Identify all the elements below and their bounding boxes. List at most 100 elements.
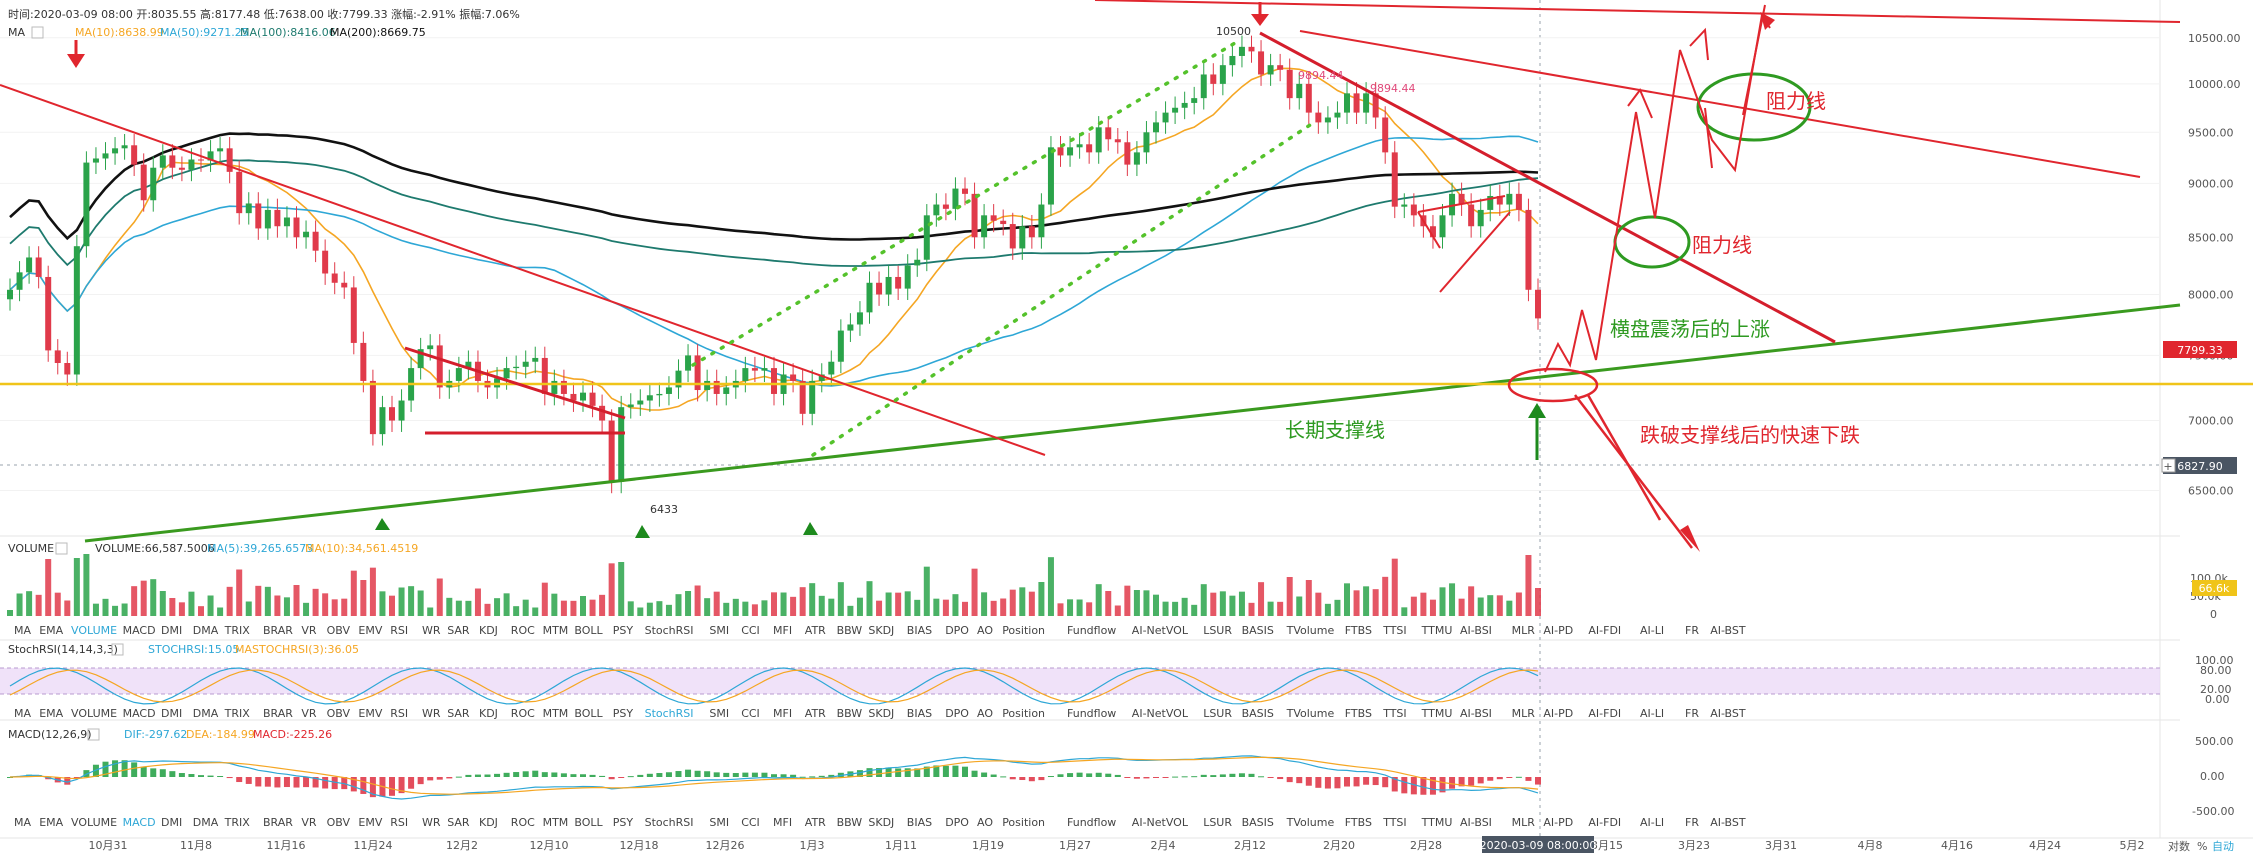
indicator-tab[interactable]: KDJ [479, 624, 498, 637]
indicator-tab[interactable]: WR [422, 816, 441, 829]
indicator-tab[interactable]: Fundflow [1067, 816, 1116, 829]
indicator-tab[interactable]: Position [1002, 624, 1045, 637]
indicator-tab[interactable]: RSI [390, 624, 408, 637]
indicator-tab[interactable]: AI-BSI [1460, 624, 1492, 637]
indicator-tab[interactable]: SAR [447, 816, 470, 829]
indicator-tab[interactable]: AI-PD [1543, 624, 1573, 637]
volume-settings-icon[interactable] [55, 542, 68, 555]
indicator-tab[interactable]: LSUR [1203, 816, 1232, 829]
indicator-tab[interactable]: ROC [511, 624, 535, 637]
indicator-tab[interactable]: DMA [193, 707, 219, 720]
indicator-tab[interactable]: OBV [327, 707, 351, 720]
indicator-tab[interactable]: VR [301, 707, 317, 720]
indicator-tab[interactable]: BASIS [1242, 624, 1274, 637]
indicator-tab[interactable]: AI-FDI [1588, 816, 1621, 829]
indicator-tab[interactable]: EMA [39, 707, 63, 720]
indicator-tab[interactable]: TRIX [224, 816, 251, 829]
indicator-tab[interactable]: DPO [945, 816, 969, 829]
indicator-tab[interactable]: OBV [327, 816, 351, 829]
indicator-tab[interactable]: SAR [447, 707, 470, 720]
indicator-tab[interactable]: MFI [773, 707, 792, 720]
indicator-tab[interactable]: AI-NetVOL [1132, 816, 1189, 829]
indicator-tab[interactable]: FR [1685, 624, 1699, 637]
indicator-tab[interactable]: VOLUME [71, 624, 117, 637]
indicator-tab[interactable]: ROC [511, 816, 535, 829]
indicator-tab[interactable]: ATR [805, 816, 826, 829]
indicator-tab[interactable]: AI-NetVOL [1132, 624, 1189, 637]
indicator-tab[interactable]: TVolume [1286, 707, 1335, 720]
indicator-tab[interactable]: TTSI [1382, 707, 1406, 720]
indicator-tab[interactable]: ATR [805, 707, 826, 720]
indicator-tab[interactable]: StochRSI [645, 816, 694, 829]
indicator-tab[interactable]: PSY [613, 624, 634, 637]
indicator-tab[interactable]: MACD [123, 707, 156, 720]
indicator-tab[interactable]: KDJ [479, 707, 498, 720]
indicator-tab[interactable]: BIAS [907, 707, 932, 720]
indicator-tab[interactable]: BIAS [907, 816, 932, 829]
indicator-tab[interactable]: SAR [447, 624, 470, 637]
indicator-tab[interactable]: MACD [123, 816, 156, 829]
indicator-tab[interactable]: AI-PD [1543, 816, 1573, 829]
indicator-tab[interactable]: TRIX [224, 707, 251, 720]
indicator-tab[interactable]: BOLL [574, 816, 603, 829]
indicator-tab[interactable]: AI-LI [1640, 707, 1664, 720]
indicator-tab[interactable]: MTM [543, 816, 569, 829]
indicator-tab[interactable]: EMV [358, 816, 382, 829]
indicator-tab[interactable]: LSUR [1203, 624, 1232, 637]
indicator-tab[interactable]: BOLL [574, 707, 603, 720]
indicator-tab[interactable]: StochRSI [645, 624, 694, 637]
indicator-tab[interactable]: ROC [511, 707, 535, 720]
indicator-tab[interactable]: BIAS [907, 624, 932, 637]
indicator-tab[interactable]: PSY [613, 816, 634, 829]
indicator-tab[interactable]: DMA [193, 816, 219, 829]
indicator-tab[interactable]: TTSI [1382, 624, 1406, 637]
indicator-tab[interactable]: DMI [161, 707, 182, 720]
indicator-tab[interactable]: StochRSI [645, 707, 694, 720]
indicator-tab[interactable]: TVolume [1286, 624, 1335, 637]
log-scale-toggle[interactable]: 对数 [2168, 839, 2190, 853]
indicator-tab[interactable]: VR [301, 816, 317, 829]
indicator-tab[interactable]: WR [422, 624, 441, 637]
indicator-tab[interactable]: TTSI [1382, 816, 1406, 829]
indicator-tab[interactable]: AI-BST [1710, 707, 1746, 720]
indicator-tab[interactable]: MLR [1512, 816, 1536, 829]
indicator-tab[interactable]: AI-FDI [1588, 624, 1621, 637]
indicator-tab[interactable]: BOLL [574, 624, 603, 637]
indicator-tab[interactable]: CCI [741, 816, 760, 829]
indicator-tab[interactable]: AI-BSI [1460, 816, 1492, 829]
indicator-tab[interactable]: VOLUME [71, 816, 117, 829]
indicator-tab[interactable]: WR [422, 707, 441, 720]
indicator-tab[interactable]: MACD [123, 624, 156, 637]
indicator-tab[interactable]: FTBS [1345, 707, 1372, 720]
indicator-tab[interactable]: SKDJ [868, 816, 894, 829]
indicator-tab[interactable]: MA [14, 816, 31, 829]
indicator-tab[interactable]: LSUR [1203, 707, 1232, 720]
indicator-tab[interactable]: TRIX [224, 624, 251, 637]
indicator-tab[interactable]: VR [301, 624, 317, 637]
add-alert-button[interactable] [2161, 458, 2176, 473]
indicator-tab[interactable]: VOLUME [71, 707, 117, 720]
indicator-tab[interactable]: DPO [945, 624, 969, 637]
indicator-tab[interactable]: BASIS [1242, 707, 1274, 720]
indicator-tab[interactable]: TTMU [1421, 707, 1453, 720]
indicator-tab[interactable]: CCI [741, 707, 760, 720]
indicator-tab[interactable]: TTMU [1421, 816, 1453, 829]
indicator-tab[interactable]: CCI [741, 624, 760, 637]
indicator-tab[interactable]: BRAR [263, 624, 293, 637]
indicator-tab[interactable]: RSI [390, 816, 408, 829]
indicator-tab[interactable]: MTM [543, 624, 569, 637]
indicator-tab[interactable]: DMI [161, 816, 182, 829]
indicator-tab[interactable]: MLR [1512, 624, 1536, 637]
indicator-tab[interactable]: FR [1685, 816, 1699, 829]
indicator-tab[interactable]: MTM [543, 707, 569, 720]
indicator-tab[interactable]: BASIS [1242, 816, 1274, 829]
indicator-tab[interactable]: AI-PD [1543, 707, 1573, 720]
indicator-tab[interactable]: BBW [837, 624, 863, 637]
macd-settings-icon[interactable] [87, 728, 100, 741]
indicator-tab[interactable]: FR [1685, 707, 1699, 720]
percent-scale-toggle[interactable]: % [2197, 840, 2207, 853]
indicator-tab[interactable]: TVolume [1286, 816, 1335, 829]
indicator-tab[interactable]: RSI [390, 707, 408, 720]
indicator-tab[interactable]: SMI [709, 707, 729, 720]
indicator-tab[interactable]: FTBS [1345, 816, 1372, 829]
